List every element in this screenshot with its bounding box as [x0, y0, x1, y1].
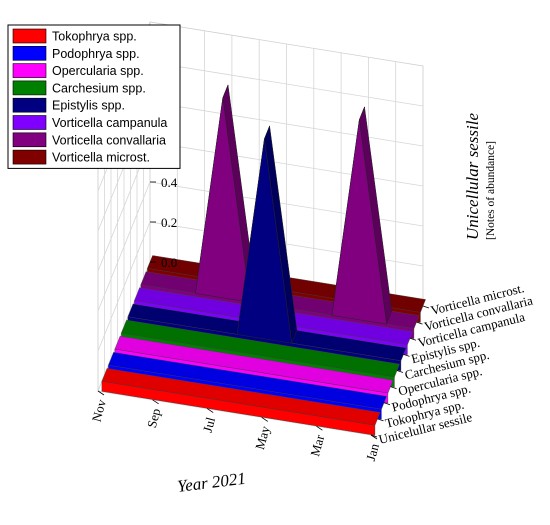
- y-tick-mark: [403, 353, 410, 357]
- legend: Tokophrya spp. Podophrya spp. Opercularia …: [7, 24, 181, 169]
- legend-label: Carchesium spp.: [52, 81, 146, 95]
- legend-label: Opercularia spp.: [52, 64, 144, 78]
- x-tick-mark: [152, 399, 159, 405]
- legend-swatch: [12, 115, 47, 130]
- legend-swatch: [12, 132, 47, 148]
- y-tick-mark: [390, 386, 397, 390]
- legend-swatch: [12, 63, 47, 78]
- legend-label: Tokophrya spp.: [52, 30, 137, 44]
- legend-swatch: [12, 80, 47, 96]
- x-tick-label: Jul: [200, 415, 219, 434]
- legend-label: Vorticella microst.: [52, 151, 150, 165]
- peak-front: [195, 97, 251, 303]
- legend-label: Vorticella convallaria: [52, 133, 166, 147]
- z-tick-label: 0.4: [161, 175, 178, 190]
- y-tick-mark: [416, 321, 423, 325]
- z-tick-label: 0.0: [161, 255, 177, 270]
- legend-label: Podophrya spp.: [52, 47, 140, 61]
- legend-swatch: [12, 149, 47, 165]
- chart-ribbons: [101, 83, 426, 436]
- x-tick-label: Mar: [307, 432, 327, 457]
- x-tick-label: May: [252, 424, 273, 451]
- x-tick-mark: [97, 390, 105, 396]
- x-tick-mark: [316, 425, 323, 431]
- z-tick-label: 0.2: [161, 215, 177, 230]
- x-tick-mark: [206, 408, 214, 413]
- series-ribbon: [101, 368, 381, 436]
- legend-label: Vorticella campanula: [52, 116, 167, 130]
- y-tick-mark: [377, 418, 384, 422]
- grid-line: [97, 390, 372, 436]
- z-axis-title: Unicellular sessile: [463, 113, 482, 240]
- y-tick-mark: [422, 305, 430, 309]
- z-axis-subtitle: [Notes of abundance]: [485, 141, 497, 240]
- y-tick-mark: [383, 402, 391, 406]
- legend-swatch: [12, 45, 47, 61]
- x-tick-label: Sep: [144, 407, 164, 430]
- legend-swatch: [12, 28, 47, 44]
- y-tick-mark: [409, 337, 417, 341]
- x-tick-mark: [261, 417, 269, 422]
- legend-label: Epistylis spp.: [52, 99, 125, 113]
- x-tick-label: Jan: [363, 441, 382, 462]
- peak-front: [236, 138, 292, 344]
- x-tick-label: Nov: [89, 397, 109, 423]
- y-tick-mark: [370, 434, 378, 438]
- ribbon-front: [101, 381, 376, 436]
- legend-swatch: [12, 97, 47, 113]
- x-axis-title: Year 2021: [176, 469, 247, 496]
- peak-front: [331, 119, 387, 325]
- y-tick-mark: [396, 370, 404, 373]
